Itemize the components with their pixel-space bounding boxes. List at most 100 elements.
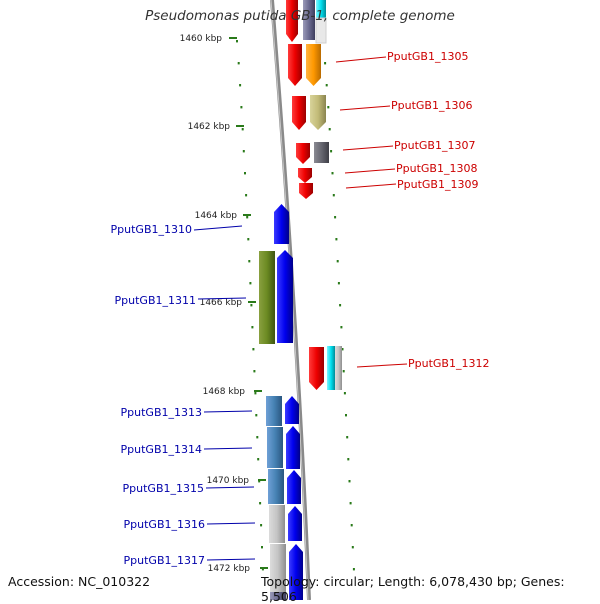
minor-tick — [350, 524, 353, 527]
minor-tick — [237, 62, 240, 65]
gene-arrow-1317a[interactable] — [270, 544, 286, 600]
tick-label: 1470 kbp — [207, 476, 250, 486]
tick-label: 1464 kbp — [195, 211, 238, 221]
gene-label[interactable]: PputGB1_1305 — [387, 50, 468, 63]
minor-tick — [342, 370, 345, 373]
gene-arrow-1312b[interactable] — [327, 346, 335, 390]
gene-arrow-1315[interactable] — [287, 470, 301, 504]
tick-label: 1472 kbp — [208, 564, 251, 574]
reverse-strand-genes — [259, 204, 303, 600]
minor-tick — [260, 524, 263, 527]
minor-tick — [325, 84, 328, 87]
gene-arrow-1316a[interactable] — [269, 505, 285, 543]
minor-tick — [253, 370, 256, 373]
minor-tick — [254, 392, 257, 395]
minor-tick — [343, 392, 346, 395]
minor-tick — [259, 502, 262, 505]
minor-tick — [352, 568, 355, 571]
gene-arrow-1312c[interactable] — [335, 346, 342, 390]
gene-label[interactable]: PputGB1_1315 — [123, 482, 204, 495]
gene-label[interactable]: PputGB1_1306 — [391, 99, 472, 112]
minor-tick — [349, 502, 352, 505]
accession-text: Accession: NC_010322 — [8, 574, 151, 589]
minor-tick — [255, 414, 258, 417]
minor-tick — [242, 150, 245, 153]
gene-label[interactable]: PputGB1_1311 — [115, 294, 196, 307]
gene-arrow-1315a[interactable] — [268, 469, 284, 504]
gene-feature[interactable] — [303, 0, 315, 40]
tick-1466: 1466 kbp — [200, 298, 256, 308]
gene-label[interactable]: PputGB1_1317 — [124, 554, 205, 567]
gene-arrow-1316[interactable] — [288, 506, 302, 541]
gene-arrow-1307[interactable] — [314, 142, 329, 163]
minor-tick — [334, 216, 337, 219]
gene-arrow-1309[interactable] — [299, 183, 313, 199]
minor-tick — [245, 194, 248, 197]
gene-label[interactable]: PputGB1_1312 — [408, 357, 489, 370]
minor-tick — [330, 150, 333, 153]
minor-tick — [336, 260, 339, 263]
gene-arrow-1308[interactable] — [298, 168, 312, 183]
minor-tick — [258, 480, 261, 483]
tick-1468: 1468 kbp — [203, 387, 262, 397]
minor-tick — [246, 216, 249, 219]
minor-tick — [244, 172, 246, 175]
tick-1462: 1462 kbp — [188, 122, 244, 132]
gene-label[interactable]: PputGB1_1307 — [394, 139, 475, 152]
genome-title: Pseudomonas putida GB-1, complete genome — [145, 8, 455, 24]
gene-feature[interactable] — [316, 0, 326, 18]
minor-tick — [341, 348, 344, 351]
gene-arrow-1314a[interactable] — [267, 427, 283, 468]
minor-tick — [236, 40, 238, 43]
gene-arrow-1307a[interactable] — [296, 143, 310, 164]
tick-label: 1460 kbp — [180, 34, 223, 44]
minor-tick — [348, 480, 351, 483]
minor-tick — [337, 282, 340, 285]
gene-arrow-1317[interactable] — [289, 544, 303, 600]
minor-tick — [351, 546, 354, 549]
outer-tick-marks — [322, 40, 355, 571]
minor-tick — [252, 348, 255, 351]
gene-label[interactable]: PputGB1_1310 — [111, 223, 192, 236]
minor-tick — [247, 238, 250, 241]
gene-feature[interactable] — [286, 0, 298, 42]
minor-tick — [345, 414, 347, 417]
gene-label[interactable]: PputGB1_1313 — [121, 406, 202, 419]
gene-arrow-1311[interactable] — [277, 250, 293, 343]
reverse-gene-labels: PputGB1_1310 PputGB1_1311 PputGB1_1313 P… — [111, 223, 256, 567]
gene-arrow-1313[interactable] — [285, 396, 299, 424]
gene-arrow-1305[interactable] — [288, 44, 302, 86]
tick-1460: 1460 kbp — [180, 34, 237, 44]
gene-label[interactable]: PputGB1_1309 — [397, 178, 478, 191]
tick-1464: 1464 kbp — [195, 211, 251, 221]
gene-arrow-1306a[interactable] — [292, 96, 306, 130]
minor-tick — [331, 172, 334, 175]
inner-tick-marks — [236, 40, 264, 571]
gene-feature[interactable] — [270, 592, 286, 600]
tick-label: 1466 kbp — [200, 298, 243, 308]
gene-arrow-1306[interactable] — [310, 95, 326, 130]
gene-label[interactable]: PputGB1_1308 — [396, 162, 477, 175]
minor-tick — [340, 326, 343, 329]
gene-feature[interactable] — [315, 17, 327, 44]
gene-arrow-1305b[interactable] — [306, 44, 321, 86]
minor-tick — [256, 436, 259, 439]
minor-tick — [346, 436, 349, 439]
minor-tick — [335, 238, 338, 241]
tick-label: 1468 kbp — [203, 387, 246, 397]
gene-label[interactable]: PputGB1_1314 — [121, 443, 202, 456]
minor-tick — [251, 326, 254, 329]
gene-arrow-1314[interactable] — [286, 426, 300, 469]
gene-arrow-1310[interactable] — [274, 204, 289, 244]
tick-label: 1462 kbp — [188, 122, 231, 132]
minor-tick — [347, 458, 350, 461]
minor-tick — [261, 568, 264, 571]
minor-tick — [327, 106, 330, 109]
minor-tick — [328, 128, 331, 131]
gene-label[interactable]: PputGB1_1316 — [124, 518, 205, 531]
gene-arrow-1313a[interactable] — [266, 396, 282, 426]
gene-arrow-1311a[interactable] — [259, 251, 275, 344]
gene-arrow-1312[interactable] — [309, 347, 324, 390]
tick-1472: 1472 kbp — [208, 564, 268, 574]
